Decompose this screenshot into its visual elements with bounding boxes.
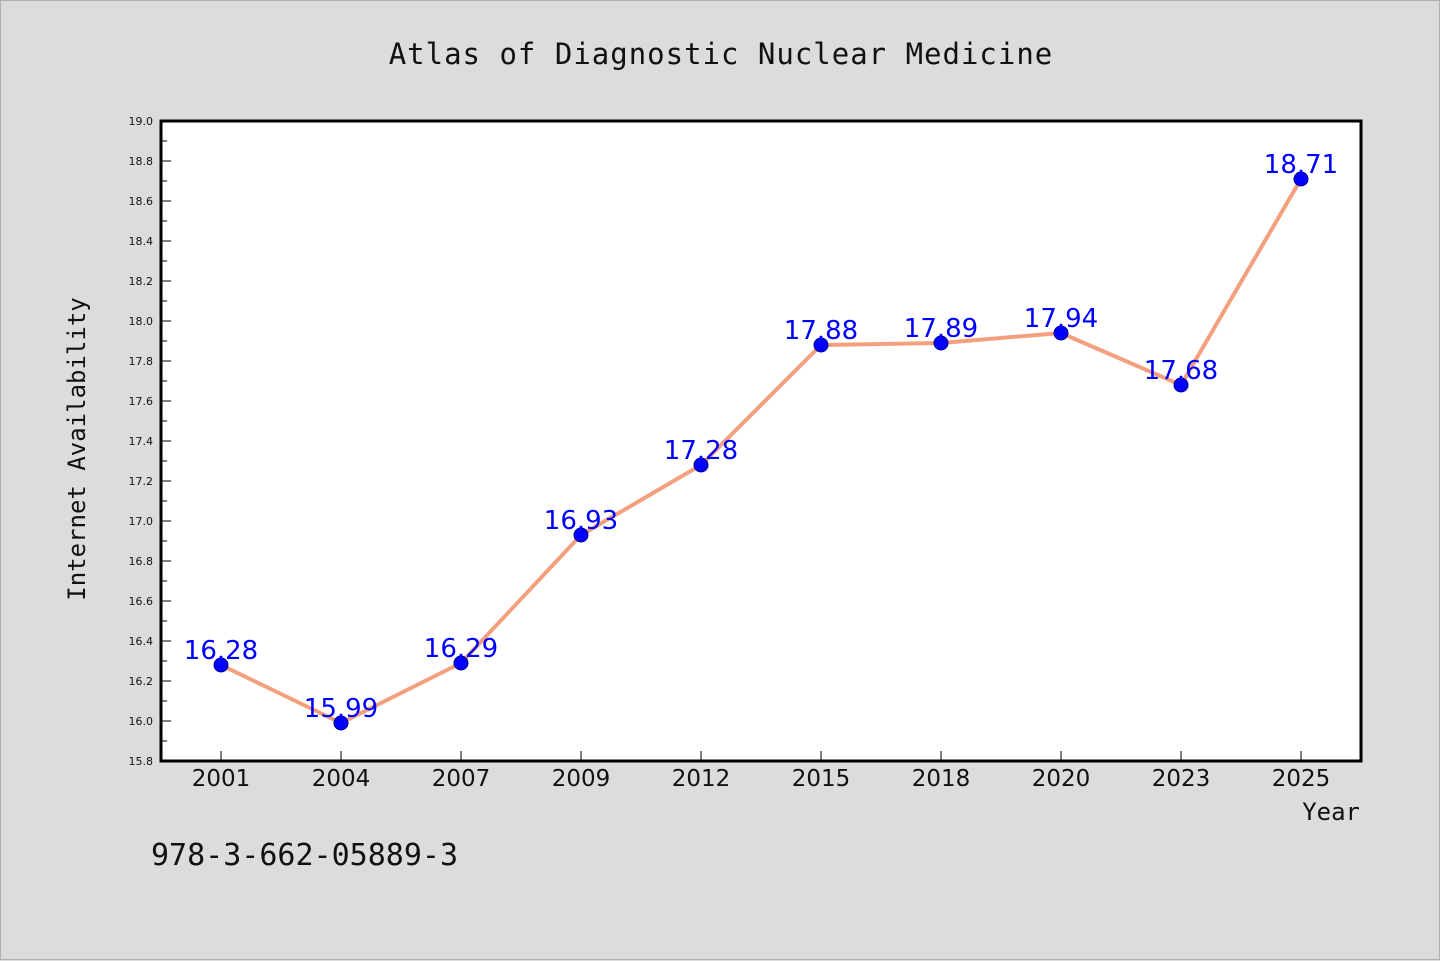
data-label: 17.28	[664, 436, 738, 466]
y-tick-label: 19.0	[129, 115, 154, 128]
x-tick-label: 2001	[192, 766, 251, 792]
isbn-text: 978-3-662-05889-3	[151, 838, 458, 873]
data-point	[933, 335, 949, 351]
data-point	[333, 715, 349, 731]
y-tick-label: 16.2	[129, 675, 154, 688]
data-point	[1173, 377, 1189, 393]
x-tick-label: 2007	[432, 766, 491, 792]
data-point	[453, 655, 469, 671]
y-tick-label: 17.4	[129, 435, 154, 448]
x-axis: 2001 2004 2007 2009 2012 2015 2018 2020 2023 2025	[192, 751, 1331, 792]
y-tick-label: 18.0	[129, 315, 154, 328]
series-line	[219, 177, 1303, 725]
x-tick-label: 2018	[912, 766, 971, 792]
data-label: 17.68	[1144, 356, 1218, 386]
y-tick-label: 16.6	[129, 595, 154, 608]
data-point	[813, 337, 829, 353]
y-tick-label: 17.8	[129, 355, 154, 368]
data-labels: 16.28 15.99 16.29 16.93 17.28 17.88 17.89 17.94…	[184, 150, 1338, 724]
chart-title: Atlas of Diagnostic Nuclear Medicine	[389, 37, 1054, 71]
y-tick-label: 17.0	[129, 515, 154, 528]
data-label: 17.94	[1024, 304, 1098, 334]
y-tick-label: 18.2	[129, 275, 154, 288]
data-point	[693, 457, 709, 473]
series-markers	[213, 171, 1309, 731]
y-tick-label: 15.8	[129, 755, 154, 768]
x-tick-label: 2004	[312, 766, 371, 792]
y-tick-label: 16.0	[129, 715, 154, 728]
y-axis: 15.8 16.0 16.2 16.4 16.6 16.8 17.0 17.2 17.4 17.6…	[129, 115, 171, 768]
data-point	[1293, 171, 1309, 187]
y-tick-label: 17.6	[129, 395, 154, 408]
plot-area	[159, 119, 1363, 763]
y-axis-label: Internet Availability	[63, 297, 91, 600]
data-label: 16.93	[544, 506, 618, 536]
x-tick-label: 2025	[1272, 766, 1331, 792]
x-tick-label: 2020	[1032, 766, 1091, 792]
y-tick-label: 18.8	[129, 155, 154, 168]
x-tick-label: 2015	[792, 766, 851, 792]
data-point	[213, 657, 229, 673]
data-point	[573, 527, 589, 543]
data-label: 15.99	[304, 694, 378, 724]
data-label: 16.29	[424, 634, 498, 664]
y-tick-label: 17.2	[129, 475, 154, 488]
y-tick-label: 18.4	[129, 235, 154, 248]
y-tick-label: 18.6	[129, 195, 154, 208]
data-label: 17.89	[904, 314, 978, 344]
x-axis-label: Year	[1302, 798, 1360, 826]
x-tick-label: 2009	[552, 766, 611, 792]
data-label: 16.28	[184, 636, 258, 666]
y-tick-label: 16.8	[129, 555, 154, 568]
x-tick-label: 2012	[672, 766, 731, 792]
data-label: 18.71	[1264, 150, 1338, 180]
data-label: 17.88	[784, 316, 858, 346]
data-point	[1053, 325, 1069, 341]
x-tick-label: 2023	[1152, 766, 1211, 792]
y-tick-label: 16.4	[129, 635, 154, 648]
